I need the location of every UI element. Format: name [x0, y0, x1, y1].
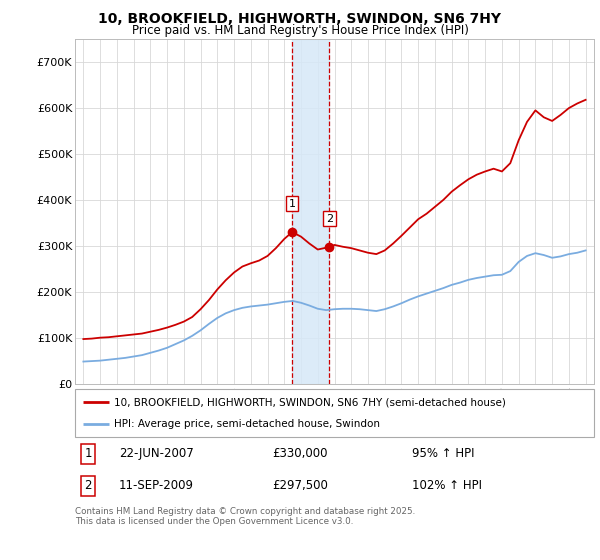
Text: HPI: Average price, semi-detached house, Swindon: HPI: Average price, semi-detached house,… — [114, 419, 380, 429]
Text: Contains HM Land Registry data © Crown copyright and database right 2025.
This d: Contains HM Land Registry data © Crown c… — [75, 507, 415, 526]
Text: Price paid vs. HM Land Registry's House Price Index (HPI): Price paid vs. HM Land Registry's House … — [131, 24, 469, 36]
Text: 95% ↑ HPI: 95% ↑ HPI — [412, 447, 475, 460]
Text: 1: 1 — [289, 199, 296, 208]
Bar — [292, 39, 329, 384]
Text: 1: 1 — [85, 447, 92, 460]
Text: 2: 2 — [326, 213, 333, 223]
Text: £297,500: £297,500 — [272, 479, 328, 492]
Text: 10, BROOKFIELD, HIGHWORTH, SWINDON, SN6 7HY (semi-detached house): 10, BROOKFIELD, HIGHWORTH, SWINDON, SN6 … — [114, 397, 506, 407]
Text: 102% ↑ HPI: 102% ↑ HPI — [412, 479, 482, 492]
Text: 11-SEP-2009: 11-SEP-2009 — [119, 479, 194, 492]
Text: £330,000: £330,000 — [272, 447, 328, 460]
Text: 22-JUN-2007: 22-JUN-2007 — [119, 447, 194, 460]
Text: 10, BROOKFIELD, HIGHWORTH, SWINDON, SN6 7HY: 10, BROOKFIELD, HIGHWORTH, SWINDON, SN6 … — [98, 12, 502, 26]
FancyBboxPatch shape — [75, 389, 594, 437]
Text: 2: 2 — [85, 479, 92, 492]
